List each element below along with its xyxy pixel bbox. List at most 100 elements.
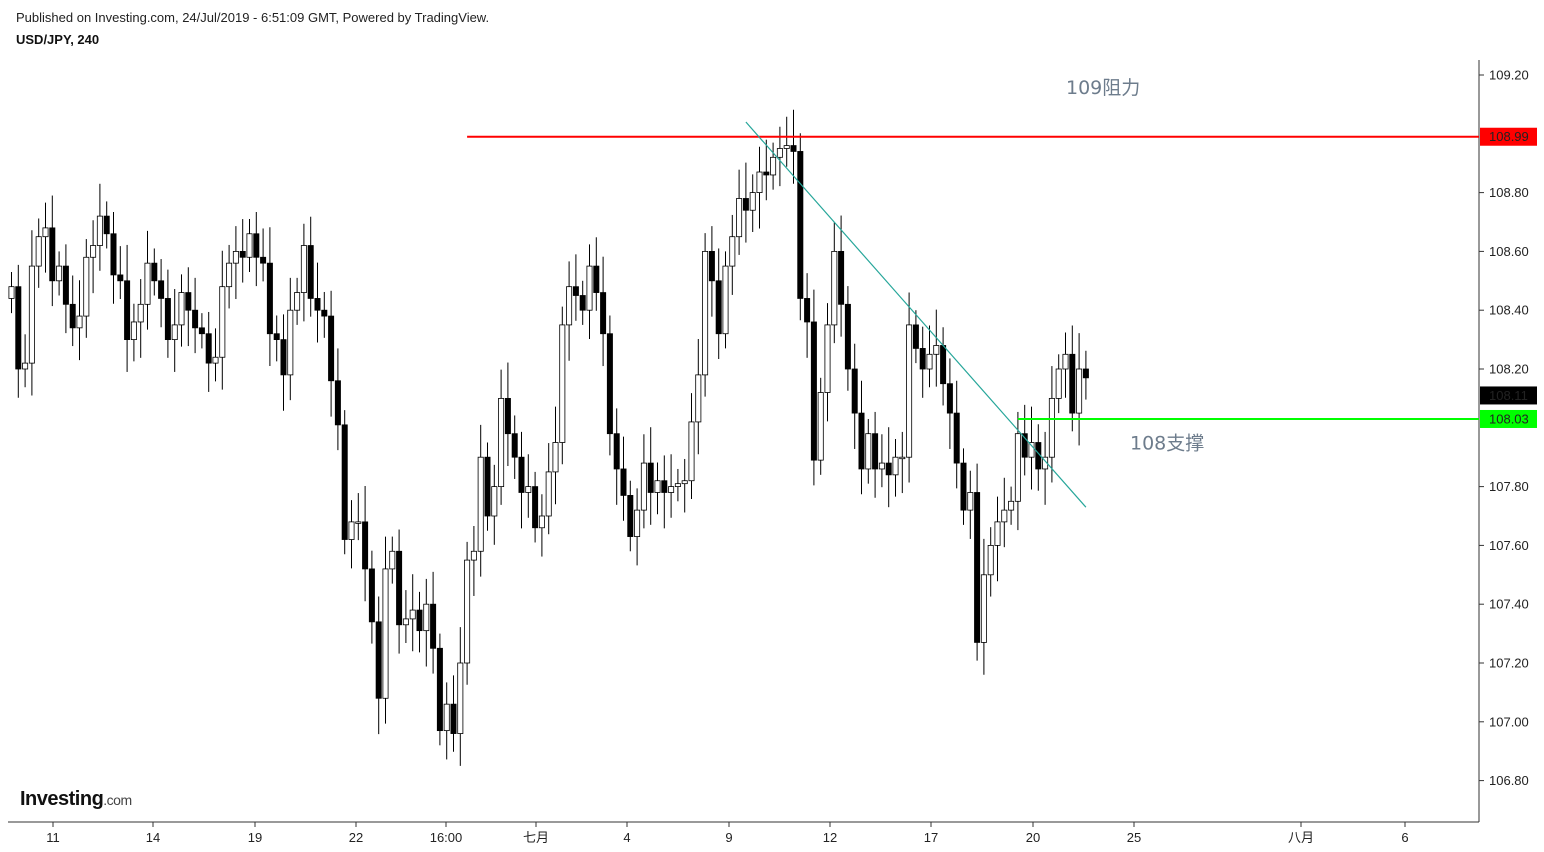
candle-body <box>8 286 15 299</box>
candle-body <box>69 303 76 329</box>
candle-body <box>1069 353 1076 414</box>
candle-body <box>1008 500 1015 511</box>
candle-body <box>770 156 777 176</box>
candle-body <box>600 292 607 335</box>
candle-body <box>708 250 715 282</box>
candle-body <box>341 424 348 540</box>
x-tick-label: 25 <box>1127 830 1141 845</box>
candle-body <box>287 309 294 376</box>
candle-body <box>858 412 865 470</box>
candle-body <box>967 492 974 511</box>
candle-body <box>1082 368 1089 379</box>
candle-body <box>627 495 634 537</box>
candle-body <box>851 368 858 414</box>
candle-body <box>613 433 620 470</box>
trendline <box>745 121 1087 508</box>
candle-body <box>368 568 375 623</box>
candle-body <box>117 274 124 282</box>
candle-body <box>668 486 675 493</box>
candle-body <box>124 280 131 340</box>
candle-body <box>436 647 443 732</box>
candle-body <box>634 509 641 537</box>
candle-body <box>396 550 403 626</box>
candle-body <box>872 433 879 470</box>
candle-body <box>362 521 369 570</box>
y-tick-label: 106.80 <box>1489 773 1529 788</box>
candle-body <box>940 345 947 385</box>
candle-body <box>559 324 566 443</box>
candle-body <box>260 256 267 264</box>
candle-body <box>1055 368 1062 399</box>
candle-body <box>1062 353 1069 370</box>
candle-body <box>525 486 532 493</box>
price-axis[interactable]: 109.20 108.80 108.60 108.40 108.20 107.80 107.… <box>1479 68 1537 789</box>
candle-body <box>158 280 165 299</box>
drawings-layer: 109阻力 108支撑 <box>467 77 1479 508</box>
candle-body <box>198 327 205 335</box>
candle-body <box>552 442 559 473</box>
candle-body <box>328 315 335 382</box>
candle-body <box>817 392 824 461</box>
support-annotation: 108支撑 <box>1130 433 1204 455</box>
x-tick-label: 20 <box>1026 830 1040 845</box>
candle-body <box>579 295 586 311</box>
candle-body <box>763 171 770 176</box>
candle-body <box>674 483 681 488</box>
candle-body <box>681 480 688 485</box>
candle-body <box>443 703 450 732</box>
current-price-label: 108.11 <box>1489 388 1528 403</box>
candle-body <box>355 521 362 524</box>
x-tick-label: 22 <box>349 830 363 845</box>
x-tick-label: 七月 <box>523 830 549 845</box>
candle-body <box>307 245 314 299</box>
candle-body <box>375 621 382 699</box>
candle-body <box>810 321 817 461</box>
candle-body <box>389 550 396 570</box>
y-tick-label: 108.20 <box>1489 362 1529 377</box>
candle-body <box>76 315 83 329</box>
candle-body <box>470 550 477 561</box>
candle-body <box>654 480 661 493</box>
candle-body <box>423 603 430 632</box>
candle-body <box>919 348 926 370</box>
candle-body <box>246 233 253 258</box>
candle-body <box>892 456 899 476</box>
candle-body <box>232 250 239 264</box>
candle-body <box>42 227 49 238</box>
y-tick-label: 108.60 <box>1489 244 1529 259</box>
candle-body <box>538 515 545 529</box>
candle-body <box>164 298 171 341</box>
candle-body <box>450 703 457 734</box>
candle-body <box>280 339 287 376</box>
candle-body <box>314 298 321 311</box>
candle-body <box>334 380 341 426</box>
candle-body <box>715 280 722 335</box>
time-axis[interactable]: 11 14 19 22 16:00 七月 4 9 12 17 20 25 八月 6 <box>46 822 1409 845</box>
candle-body <box>137 303 144 323</box>
candle-body <box>130 321 137 340</box>
candle-body <box>797 151 804 299</box>
candle-body <box>980 574 987 643</box>
candle-body <box>566 286 573 326</box>
candle-body <box>804 298 811 323</box>
candle-body <box>688 421 695 482</box>
candle-body <box>511 433 518 458</box>
support-price-label: 108.03 <box>1489 411 1529 426</box>
candle-body <box>749 192 756 211</box>
candle-body <box>219 286 226 358</box>
candle-body <box>110 233 117 276</box>
candle-body <box>824 324 831 393</box>
candle-body <box>994 521 1001 546</box>
candle-body <box>532 486 539 529</box>
candle-body <box>1001 509 1008 523</box>
candle-body <box>504 397 511 435</box>
candle-body <box>729 236 736 267</box>
candle-body <box>151 262 158 282</box>
x-tick-label: 19 <box>248 830 262 845</box>
candle-body <box>885 462 892 476</box>
candle-body <box>253 233 260 258</box>
candle-body <box>960 462 967 511</box>
candle-body <box>906 324 913 458</box>
candles-layer <box>8 109 1089 766</box>
